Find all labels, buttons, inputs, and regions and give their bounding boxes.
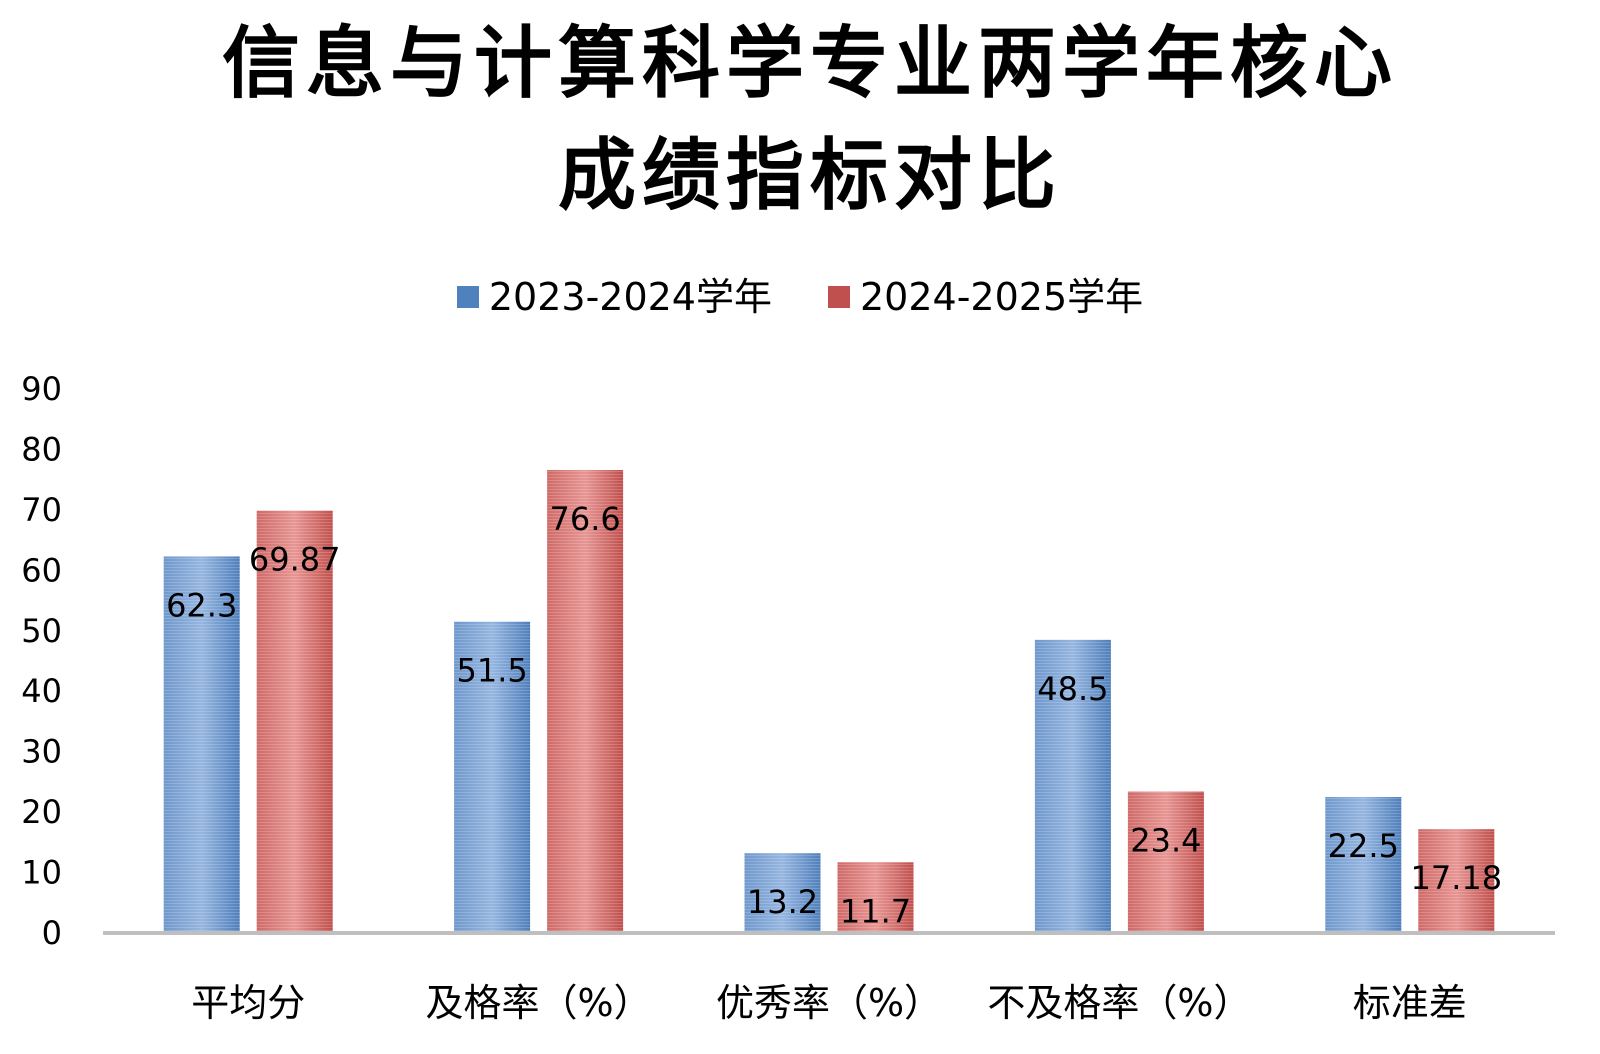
y-tick-label: 90 (21, 370, 62, 408)
y-tick-label: 70 (21, 491, 62, 529)
legend-label-series-1: 2023-2024学年 (488, 275, 772, 319)
chart-title-line-2: 成绩指标对比 (557, 131, 1062, 221)
bar-texture-series-1-2 (454, 621, 531, 933)
chart-title: 信息与计算科学专业两学年核心 成绩指标对比 (180, 8, 1440, 232)
x-tick-label: 平均分 (191, 981, 305, 1025)
y-tick-label: 20 (21, 793, 62, 831)
bar-texture-series-2-2 (547, 469, 624, 933)
data-label-series-2-2: 76.6 (549, 500, 620, 538)
legend-swatch-series-1 (456, 286, 479, 308)
y-tick-label: 80 (21, 430, 62, 468)
bar-texture-series-1-1 (163, 556, 240, 933)
legend-label-series-2: 2024-2025学年 (860, 275, 1144, 319)
y-tick-label: 30 (21, 733, 62, 771)
data-label-series-2-3: 11.7 (840, 892, 911, 930)
bar-texture-series-1-4 (1034, 639, 1111, 933)
x-tick-label: 不及格率（%） (987, 981, 1251, 1025)
y-tick-label: 60 (21, 551, 62, 589)
data-label-series-1-1: 62.3 (166, 586, 237, 624)
y-tick-label: 50 (21, 612, 62, 650)
data-label-series-2-4: 23.4 (1130, 822, 1201, 860)
y-tick-label: 0 (42, 914, 62, 952)
x-tick-label: 标准差 (1353, 981, 1467, 1025)
bar-texture-series-2-3 (837, 862, 914, 933)
y-axis: 0 10 20 30 40 50 60 70 80 90 (21, 370, 62, 952)
y-tick-label: 10 (21, 854, 62, 892)
legend-item-series-2: 2024-2025学年 (828, 274, 1143, 320)
legend-item-series-1: 2023-2024学年 (456, 274, 772, 320)
legend: 2023-2024学年 2024-2025学年 (0, 274, 1600, 320)
bars (163, 469, 1495, 933)
bar-texture-series-1-3 (744, 853, 821, 933)
bar-texture-series-2-5 (1418, 829, 1495, 933)
x-tick-label: 及格率（%） (426, 981, 652, 1025)
data-labels: 62.3 69.87 51.5 76.6 13.2 11.7 48.5 23.4 22.5 17.… (166, 500, 1502, 930)
data-label-series-1-4: 48.5 (1037, 670, 1108, 708)
y-tick-label: 40 (21, 672, 62, 710)
bar-texture-series-2-4 (1127, 791, 1204, 933)
data-label-series-1-2: 51.5 (456, 652, 527, 690)
x-axis: 平均分 及格率（%） 优秀率（%） 不及格率（%） 标准差 (103, 931, 1555, 1025)
bar-texture-series-1-5 (1325, 797, 1402, 933)
bar-texture-series-2-1 (256, 510, 333, 933)
data-label-series-1-3: 13.2 (747, 883, 818, 921)
x-tick-label: 优秀率（%） (716, 981, 942, 1025)
chart-title-line-1: 信息与计算科学专业两学年核心 (221, 19, 1398, 109)
data-label-series-1-5: 22.5 (1328, 827, 1399, 865)
data-label-series-2-5: 17.18 (1410, 859, 1502, 897)
data-label-series-2-1: 69.87 (249, 541, 341, 579)
legend-swatch-series-2 (828, 286, 850, 308)
